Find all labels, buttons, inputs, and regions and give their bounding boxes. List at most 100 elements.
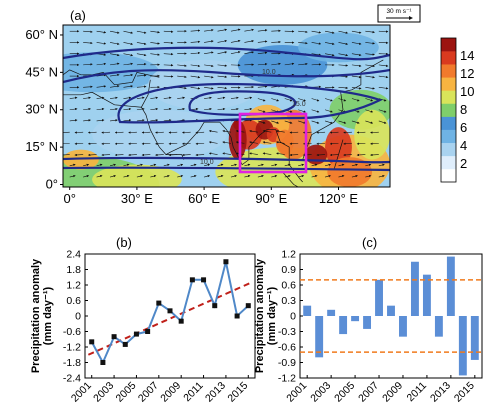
x-tick-label: 2015: [452, 380, 477, 405]
bar-chart-panel: (c) 1.20.90.60.30-0.3-0.6-0.9-1.22001200…: [254, 235, 482, 405]
colorbar-segment: [441, 38, 456, 51]
bar: [423, 275, 431, 316]
lat-tick-label: 0°: [46, 177, 58, 192]
lon-tick-label: 120° E: [319, 191, 359, 206]
y-tick-label: 2.4: [66, 249, 81, 261]
y-tick-label: 0.9: [281, 264, 296, 276]
contour-label-10-south: 10.0: [200, 159, 214, 166]
x-tick-label: 2011: [405, 380, 430, 405]
y-tick-label: -1.2: [278, 373, 296, 385]
contour-label-15: 15.0: [292, 101, 306, 108]
data-point: [89, 339, 94, 344]
y-axis-label-units: (mm day⁻¹): [266, 286, 278, 345]
lon-tick-label: 90° E: [255, 191, 287, 206]
colorbar-segment: [441, 90, 456, 103]
bar: [327, 310, 335, 316]
x-tick-label: 2005: [114, 380, 139, 405]
data-point: [190, 277, 195, 282]
data-point: [223, 259, 228, 264]
data-point: [235, 314, 240, 319]
data-point: [168, 308, 173, 313]
colorbar-segment: [441, 169, 456, 182]
colorbar-segment: [441, 51, 456, 64]
lon-tick-label: 30° E: [121, 191, 153, 206]
x-tick-label: 2003: [308, 380, 333, 405]
latitude-ticks: 60° N 45° N 30° N 15° N 0°: [25, 27, 63, 192]
x-tick-label: 2007: [136, 380, 161, 405]
bar: [351, 316, 359, 321]
data-point: [212, 303, 217, 308]
data-point: [201, 277, 206, 282]
y-tick-label: 0: [290, 311, 296, 323]
data-point: [100, 360, 105, 365]
data-point: [156, 301, 161, 306]
colorbar-tick-label: 2: [460, 156, 467, 171]
colorbar-tick-label: 10: [460, 84, 474, 99]
x-tick-label: 2013: [428, 380, 453, 405]
x-tick-label: 2005: [332, 380, 357, 405]
colorbar-tick-label: 6: [460, 120, 467, 135]
colorbar-segment: [441, 130, 456, 143]
plot-frame: [85, 254, 255, 378]
line-chart-panel: (b) 2.41.81.20.60-0.6-1.2-1.8-2.42001200…: [30, 235, 255, 405]
bar: [459, 316, 467, 375]
bar: [303, 306, 311, 316]
bar: [315, 316, 323, 357]
contour-label-10: 10.0: [262, 69, 276, 76]
panel-label-b: (b): [116, 235, 132, 250]
data-point: [123, 342, 128, 347]
data-point: [134, 332, 139, 337]
y-tick-label: 1.2: [66, 280, 81, 292]
y-tick-label: -0.9: [278, 357, 296, 369]
y-axis-label-units: (mm day⁻¹): [42, 286, 54, 345]
trend-line: [88, 282, 251, 354]
bar: [339, 316, 347, 334]
lat-tick-label: 60° N: [25, 27, 58, 42]
colorbar-tick-label: 4: [460, 138, 467, 153]
lon-tick-label: 0°: [64, 191, 76, 206]
colorbar-segment: [441, 156, 456, 169]
bar: [435, 316, 443, 337]
colorbar-segment: [441, 143, 456, 156]
lat-tick-label: 15° N: [25, 139, 58, 154]
lat-tick-label: 45° N: [25, 64, 58, 79]
panel-label-a: (a): [70, 8, 86, 23]
colorbar-tick-label: 8: [460, 102, 467, 117]
y-tick-label: 0: [75, 311, 81, 323]
data-point: [112, 334, 117, 339]
x-tick-label: 2013: [203, 380, 228, 405]
data-point: [246, 303, 251, 308]
y-tick-label: 0.3: [281, 295, 296, 307]
bar: [363, 316, 371, 329]
y-axis-label: Precipitation anomaly: [30, 258, 42, 373]
colorbar-segment: [441, 77, 456, 90]
panel-label-c: (c): [362, 235, 377, 250]
bar: [399, 316, 407, 337]
x-tick-label: 2007: [356, 380, 381, 405]
colorbar-segment: [441, 64, 456, 77]
lat-tick-label: 30° N: [25, 102, 58, 117]
map-panel: (a) 30 m s⁻¹ 60° N 45° N 30° N 15° N 0° 0° 30…: [0, 5, 420, 214]
y-axis-label: Precipitation anomaly: [254, 258, 266, 373]
y-tick-label: 0.6: [281, 280, 296, 292]
bar: [411, 262, 419, 316]
x-tick-label: 2009: [158, 380, 183, 405]
y-tick-label: 1.8: [66, 264, 81, 276]
bar: [447, 257, 455, 316]
x-tick-label: 2003: [91, 380, 116, 405]
precip-blob: [354, 110, 390, 160]
colorbar-segment: [441, 103, 456, 116]
y-tick-label: -0.6: [278, 342, 296, 354]
data-point: [179, 319, 184, 324]
y-tick-label: -2.4: [63, 373, 81, 385]
x-tick-label: 2011: [181, 380, 206, 405]
colorbar-tick-label: 12: [460, 66, 474, 81]
y-tick-label: -1.8: [63, 357, 81, 369]
x-tick-label: 2009: [380, 380, 405, 405]
wind-reference-label: 30 m s⁻¹: [386, 8, 412, 15]
y-tick-label: 1.2: [281, 249, 296, 261]
bar: [375, 280, 383, 316]
y-tick-label: -0.3: [278, 326, 296, 338]
precip-blob: [92, 110, 226, 160]
